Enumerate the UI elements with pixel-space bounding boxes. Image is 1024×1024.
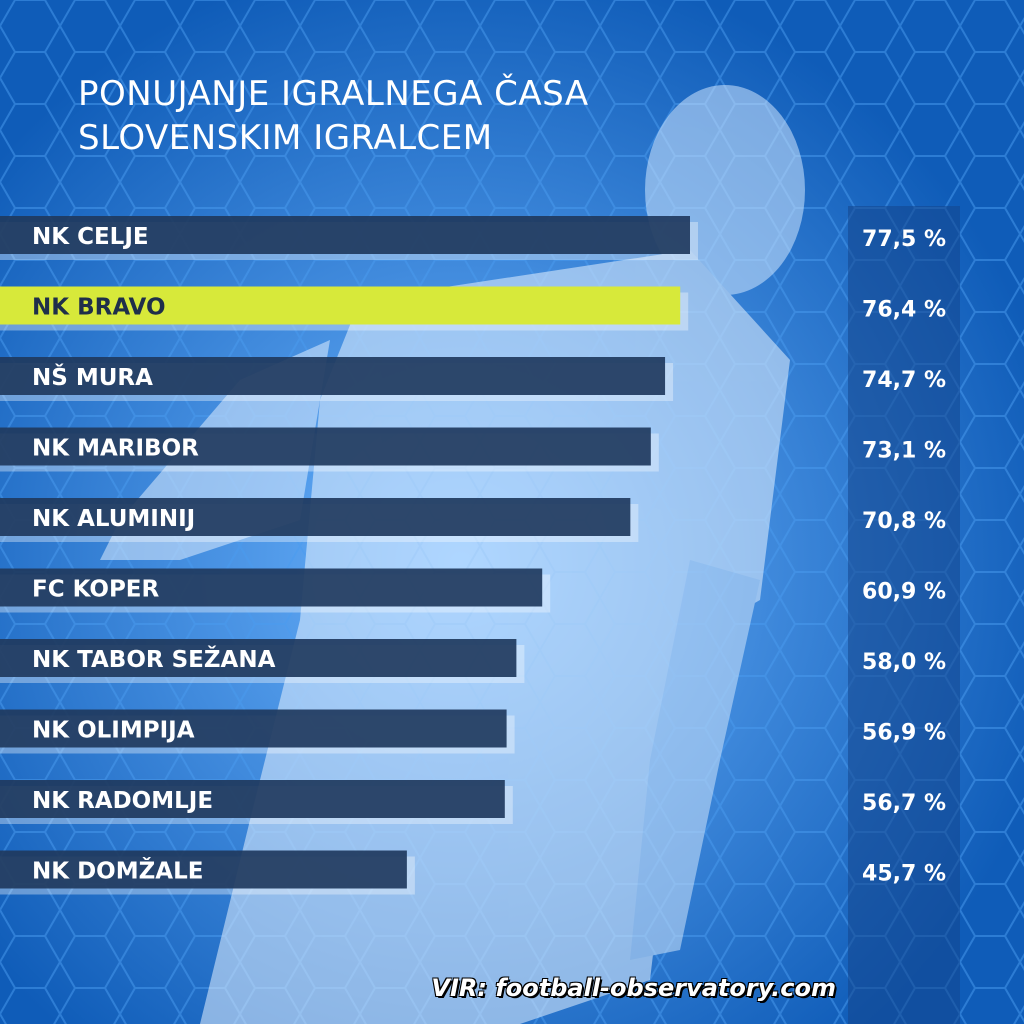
value-label: 74,7 % (862, 368, 946, 393)
value-label: 45,7 % (862, 862, 946, 887)
bar-row: NK DOMŽALE 45,7 % (0, 850, 946, 895)
category-label: NK OLIMPIJA (32, 718, 195, 744)
bar (0, 850, 407, 889)
category-label: NK MARIBOR (32, 436, 199, 462)
category-label: NK ALUMINIJ (32, 506, 195, 532)
category-label: NK DOMŽALE (32, 857, 203, 885)
source-credit: VIR: football-observatory.com (431, 974, 836, 1002)
value-label: 56,9 % (862, 721, 946, 746)
value-label: 70,8 % (862, 509, 946, 534)
bar-row: NK MARIBOR 73,1 % (0, 427, 946, 472)
bar (0, 568, 543, 607)
value-label: 56,7 % (862, 791, 946, 816)
bar-row: NK TABOR SEŽANA 58,0 % (0, 639, 946, 683)
value-label: 77,5 % (862, 227, 946, 252)
bar (0, 709, 507, 748)
bar-row: NK OLIMPIJA 56,9 % (0, 709, 946, 754)
value-label: 73,1 % (862, 439, 946, 464)
category-label: NŠ MURA (32, 363, 153, 391)
bar (0, 427, 651, 466)
chart-title: PONUJANJE IGRALNEGA ČASA SLOVENSKIM IGRA… (78, 72, 589, 160)
bar-row: NŠ MURA 74,7 % (0, 357, 946, 401)
title-line-2: SLOVENSKIM IGRALCEM (78, 118, 493, 158)
title-line-1: PONUJANJE IGRALNEGA ČASA (78, 74, 589, 114)
bar (0, 286, 681, 325)
category-label: NK BRAVO (32, 295, 166, 321)
value-label: 60,9 % (862, 580, 946, 605)
value-label: 76,4 % (862, 298, 946, 323)
category-label: NK CELJE (32, 224, 149, 250)
value-column-panel (848, 206, 960, 1024)
bar-row: NK ALUMINIJ 70,8 % (0, 498, 946, 542)
value-label: 58,0 % (862, 650, 946, 675)
bar-row: NK RADOMLJE 56,7 % (0, 780, 946, 824)
bar (0, 780, 505, 818)
bar-row: NK CELJE 77,5 % (0, 216, 946, 260)
bar (0, 216, 690, 254)
category-label: FC KOPER (32, 577, 160, 603)
bar (0, 639, 517, 677)
bar-row: NK BRAVO 76,4 % (0, 286, 946, 331)
category-label: NK TABOR SEŽANA (32, 645, 276, 673)
bar (0, 357, 666, 395)
bar (0, 498, 631, 536)
bar-row: FC KOPER 60,9 % (0, 568, 946, 613)
category-label: NK RADOMLJE (32, 788, 213, 814)
